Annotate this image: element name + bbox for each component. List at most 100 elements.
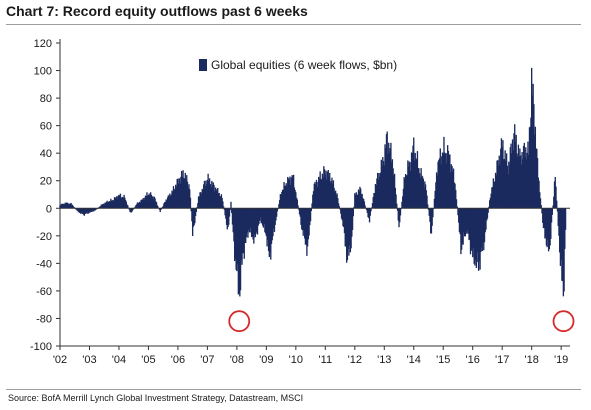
flow-bar <box>75 208 77 210</box>
flow-bar <box>189 197 192 209</box>
flow-bar <box>536 148 538 209</box>
flow-bar <box>292 176 294 209</box>
flow-bar <box>138 202 140 209</box>
flow-bar <box>267 208 270 252</box>
flow-bar <box>217 194 220 209</box>
flow-bar <box>156 205 158 209</box>
flow-bar <box>85 208 87 214</box>
flow-bar <box>103 204 105 209</box>
flow-bar <box>555 186 557 209</box>
flow-bar <box>295 197 298 209</box>
flow-bar <box>351 208 354 230</box>
flow-bar <box>333 187 335 209</box>
flow-bar <box>203 184 205 209</box>
flow-bar <box>444 154 447 209</box>
flow-bar <box>358 191 360 209</box>
flow-bar <box>261 208 263 224</box>
flow-bar <box>468 208 470 241</box>
flow-bar <box>239 208 242 291</box>
flow-bar <box>496 160 498 209</box>
flow-bar <box>337 198 339 209</box>
flow-bar <box>335 195 338 209</box>
flow-bar <box>338 206 340 209</box>
flow-bar <box>224 208 226 216</box>
flow-bar <box>457 208 459 216</box>
flow-bar <box>166 197 169 209</box>
flow-bar <box>455 189 457 209</box>
flow-bar <box>284 185 287 209</box>
flow-bar <box>265 208 268 237</box>
flow-bar <box>213 184 215 209</box>
flow-bar <box>494 181 496 209</box>
flow-bar <box>442 153 444 209</box>
flow-bar <box>390 162 393 209</box>
flow-bar <box>308 208 310 236</box>
flow-bar <box>284 186 286 209</box>
flow-bar <box>246 208 248 233</box>
flow-bar <box>298 208 300 210</box>
y-tick-label: -80 <box>36 313 52 325</box>
flow-bar <box>486 208 488 221</box>
flow-bar <box>256 208 259 235</box>
flow-bar <box>413 160 416 209</box>
flow-bar <box>159 208 161 213</box>
flow-bar <box>171 190 173 209</box>
flow-bar <box>270 208 273 244</box>
flow-bar <box>421 175 423 209</box>
flow-bar <box>107 202 109 209</box>
flow-bar <box>355 192 357 209</box>
flow-bar <box>397 208 399 221</box>
flow-bar <box>60 203 63 209</box>
flow-bar <box>196 207 198 209</box>
flow-bar <box>474 208 476 266</box>
flow-bar <box>113 200 115 209</box>
flow-bar <box>105 202 107 209</box>
flow-bar <box>67 204 69 209</box>
flow-bar <box>463 208 465 233</box>
flow-bar <box>125 201 127 209</box>
flow-bar <box>99 206 102 209</box>
flow-bar <box>498 155 500 209</box>
flow-bar <box>497 165 500 209</box>
flow-bar <box>259 208 262 218</box>
flow-bar <box>446 145 449 209</box>
flow-bar <box>256 208 258 232</box>
flow-bar <box>421 176 424 209</box>
flow-bar <box>203 180 206 209</box>
flow-bar <box>233 208 235 242</box>
flow-bar <box>511 153 513 209</box>
flow-bar <box>300 208 302 225</box>
flow-bar <box>174 190 176 209</box>
flow-bar <box>247 208 249 238</box>
flow-bar <box>432 208 434 218</box>
flow-bar <box>511 139 514 209</box>
flow-bar <box>289 176 291 209</box>
flow-bar <box>218 192 220 209</box>
flow-bar <box>329 172 331 209</box>
flow-bar <box>326 171 329 209</box>
flow-bar <box>253 208 256 235</box>
flow-bar <box>291 175 293 209</box>
flow-bar <box>416 151 419 209</box>
flow-bar <box>200 192 202 209</box>
flow-bar <box>431 208 433 226</box>
x-tick-label: '10 <box>289 354 303 366</box>
flow-bar <box>357 194 359 209</box>
flow-bar <box>316 186 318 209</box>
flow-bar <box>428 208 430 216</box>
flow-bar <box>144 197 146 209</box>
flow-bar <box>483 208 485 251</box>
flow-bar <box>530 117 532 209</box>
flow-bar <box>451 166 453 209</box>
flow-bar <box>116 196 118 209</box>
flow-bar <box>354 193 356 209</box>
flow-bar <box>331 177 333 209</box>
flow-bar <box>221 197 223 209</box>
flow-bar <box>124 200 127 209</box>
flow-bar <box>79 208 81 214</box>
x-tick-label: '07 <box>200 354 214 366</box>
flow-bar <box>245 208 248 238</box>
y-tick-label: 80 <box>40 93 52 105</box>
flow-bar <box>422 178 425 209</box>
flow-bar <box>384 144 386 209</box>
